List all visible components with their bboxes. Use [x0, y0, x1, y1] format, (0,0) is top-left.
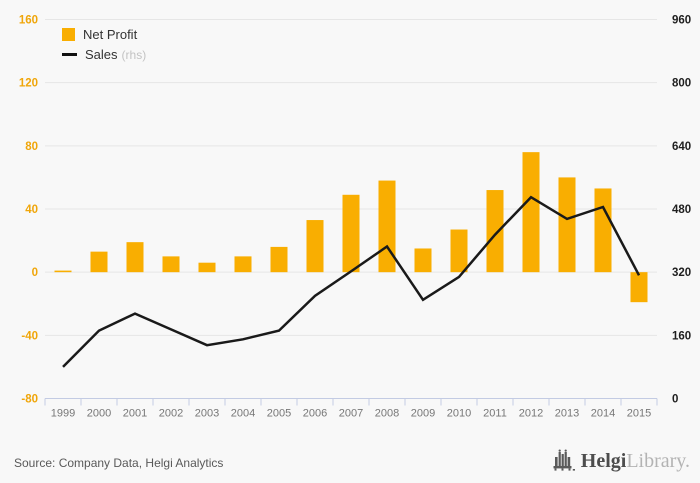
net-profit-swatch-icon	[62, 28, 75, 41]
right-axis-tick-label: 640	[672, 141, 691, 153]
x-axis-tick-label: 1999	[51, 408, 75, 420]
right-axis-tick-label: 160	[672, 330, 691, 342]
x-axis-tick-label: 2004	[231, 408, 255, 420]
net-profit-bar	[522, 152, 540, 273]
left-axis-tick-label: 40	[25, 204, 38, 216]
x-axis-tick-label: 2005	[267, 408, 291, 420]
logo-wordmark: HelgiLibrary.	[580, 449, 690, 472]
legend-item-net-profit[interactable]: Net Profit	[62, 27, 146, 42]
net-profit-bar	[234, 256, 252, 273]
x-axis-tick-label: 2002	[159, 408, 183, 420]
x-axis-tick-label: 2001	[123, 408, 147, 420]
legend-sales-rhs-suffix: (rhs)	[121, 48, 147, 62]
net-profit-bar	[486, 190, 504, 273]
net-profit-bar	[270, 246, 288, 273]
x-axis-tick-label: 2013	[555, 408, 579, 420]
net-profit-bar	[162, 256, 180, 273]
left-axis-tick-label: -40	[21, 330, 38, 342]
right-axis-tick-label: 320	[672, 267, 691, 279]
net-profit-bar	[342, 194, 360, 273]
left-axis-tick-label: -80	[21, 394, 38, 406]
x-axis-tick-label: 2012	[519, 408, 543, 420]
right-axis-tick-label: 0	[672, 394, 678, 406]
x-axis-tick-label: 2008	[375, 408, 399, 420]
sales-line-swatch-icon	[62, 53, 77, 56]
net-profit-bar	[450, 229, 468, 273]
x-axis-tick-label: 2015	[627, 408, 651, 420]
net-profit-bar	[558, 177, 576, 273]
left-axis-tick-label: 0	[32, 267, 38, 279]
right-axis-tick-label: 480	[672, 204, 691, 216]
x-axis-tick-label: 2006	[303, 408, 327, 420]
net-profit-bar	[594, 188, 612, 273]
legend-net-profit-label: Net Profit	[83, 27, 138, 42]
x-axis-tick-label: 2000	[87, 408, 111, 420]
chart-legend: Net Profit Sales (rhs)	[62, 27, 146, 62]
left-axis-tick-label: 120	[19, 78, 38, 90]
x-axis-tick-label: 2003	[195, 408, 219, 420]
net-profit-bar	[378, 180, 396, 273]
net-profit-bar	[630, 272, 648, 303]
x-axis-tick-label: 2007	[339, 408, 363, 420]
bridge-icon	[553, 449, 575, 471]
net-profit-bar	[90, 251, 108, 273]
right-axis-tick-label: 800	[672, 78, 691, 90]
helgi-library-logo[interactable]: HelgiLibrary.	[553, 448, 690, 473]
net-profit-bar	[54, 270, 72, 273]
x-axis-tick-label: 2010	[447, 408, 471, 420]
left-axis-tick-label: 160	[19, 15, 38, 27]
sales-line	[62, 195, 641, 368]
x-axis-tick-label: 2011	[483, 408, 507, 420]
net-profit-bar	[126, 242, 144, 273]
right-axis-tick-label: 960	[672, 15, 691, 27]
legend-item-sales[interactable]: Sales (rhs)	[62, 47, 146, 62]
net-profit-bar	[198, 262, 216, 273]
net-profit-bar	[306, 220, 324, 273]
source-note: Source: Company Data, Helgi Analytics	[14, 456, 224, 470]
profit-sales-chart: 160 120 80 40 0 -40 -80 960 800 640 480 320 160 0 1999…	[19, 15, 691, 420]
x-axis-tick-label: 2009	[411, 408, 435, 420]
x-axis-tick-label: 2014	[591, 408, 615, 420]
legend-sales-label: Sales (rhs)	[85, 47, 147, 62]
net-profit-bar	[414, 248, 432, 273]
left-axis-tick-label: 80	[25, 141, 38, 153]
